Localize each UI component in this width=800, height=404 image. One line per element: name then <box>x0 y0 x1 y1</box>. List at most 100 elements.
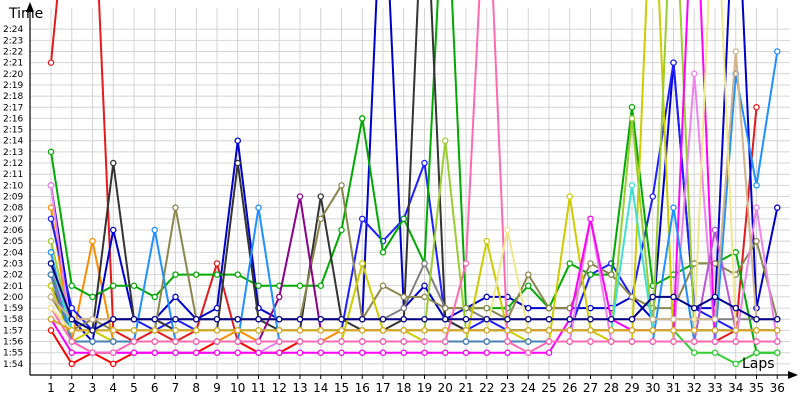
y-tick-labels: 1:541:551:56 1:571:581:592:002:012:02 2:03… <box>3 25 23 370</box>
data-point <box>774 315 781 323</box>
data-point <box>566 315 574 323</box>
data-point <box>587 215 594 223</box>
data-point <box>421 327 428 334</box>
data-point <box>711 226 719 234</box>
data-point <box>338 349 345 356</box>
data-point <box>628 182 636 189</box>
data-point <box>379 327 387 334</box>
x-tick-label: 17 <box>375 381 390 395</box>
x-tick-label: 15 <box>334 381 349 395</box>
data-point <box>400 215 407 223</box>
data-point <box>649 338 657 345</box>
data-point <box>608 327 615 334</box>
data-point <box>234 271 241 278</box>
data-point <box>172 338 179 345</box>
data-point <box>110 315 117 323</box>
data-point <box>545 338 553 345</box>
data-point <box>338 315 345 323</box>
data-point <box>89 327 96 334</box>
y-tick-label: 2:12 <box>3 159 23 169</box>
x-tick-label: 36 <box>770 381 785 395</box>
data-point <box>379 315 387 323</box>
data-point <box>317 327 324 334</box>
data-point <box>545 327 553 334</box>
y-tick-label: 1:56 <box>3 338 23 348</box>
data-point <box>649 293 657 301</box>
x-tick-label: 11 <box>251 381 266 395</box>
x-tick-label: 23 <box>500 381 515 395</box>
data-point <box>89 315 96 323</box>
data-point <box>47 282 55 289</box>
data-point <box>110 327 117 334</box>
data-point <box>421 260 428 267</box>
data-point <box>649 327 657 334</box>
series-line <box>50 318 778 332</box>
data-point <box>566 260 574 267</box>
data-point <box>172 327 179 334</box>
series-line <box>50 263 778 332</box>
data-point <box>317 282 324 289</box>
x-tick-label: 27 <box>583 381 598 395</box>
data-point <box>47 293 55 301</box>
x-tick-label: 19 <box>417 381 432 395</box>
y-tick-label: 2:23 <box>3 36 23 46</box>
data-point <box>68 338 76 345</box>
series-line <box>50 0 778 332</box>
data-point <box>192 315 200 323</box>
data-point <box>441 304 449 312</box>
y-tick-label: 2:02 <box>3 271 23 281</box>
data-point <box>151 315 158 323</box>
data-point <box>566 193 574 200</box>
data-point <box>296 327 304 334</box>
data-point <box>151 327 158 334</box>
data-point <box>774 349 781 356</box>
data-point <box>68 315 76 323</box>
data-point <box>462 349 470 356</box>
data-point <box>213 271 221 278</box>
data-point <box>47 182 55 189</box>
data-point <box>462 260 470 267</box>
data-point <box>358 215 366 223</box>
data-point <box>130 349 138 356</box>
data-point <box>483 327 490 334</box>
data-point <box>296 193 304 200</box>
data-point <box>172 293 179 301</box>
x-tick-label: 30 <box>645 381 660 395</box>
data-point <box>711 338 719 345</box>
y-tick-label: 2:18 <box>3 92 23 102</box>
data-point <box>441 137 449 144</box>
data-point <box>275 327 283 334</box>
y-tick-label: 2:06 <box>3 226 23 236</box>
data-point <box>774 48 781 55</box>
x-tick-label: 32 <box>687 381 702 395</box>
data-point <box>234 315 241 323</box>
data-point <box>421 315 428 323</box>
data-point <box>670 338 677 345</box>
data-point <box>504 226 511 234</box>
x-tick-label: 6 <box>151 381 159 395</box>
data-point <box>379 338 387 345</box>
series-line <box>50 184 779 332</box>
data-point <box>89 237 96 245</box>
data-point <box>483 315 490 323</box>
data-point <box>400 338 407 345</box>
x-tick-label: 9 <box>213 381 221 395</box>
series-2 <box>47 327 781 368</box>
series-line <box>50 0 778 332</box>
data-point <box>47 148 55 156</box>
data-point <box>628 327 636 334</box>
data-point <box>711 293 719 301</box>
data-point <box>421 282 428 289</box>
data-point <box>110 159 117 167</box>
x-tick-label: 16 <box>355 381 370 395</box>
data-point <box>110 349 117 356</box>
data-point <box>213 338 221 345</box>
x-tick-label: 34 <box>728 381 743 395</box>
x-tick-label: 14 <box>313 381 328 395</box>
data-point <box>566 338 574 345</box>
data-point <box>670 315 677 323</box>
data-point <box>483 237 490 245</box>
data-point <box>608 338 615 345</box>
data-point <box>753 327 760 334</box>
y-axis-title: Time <box>8 6 43 22</box>
